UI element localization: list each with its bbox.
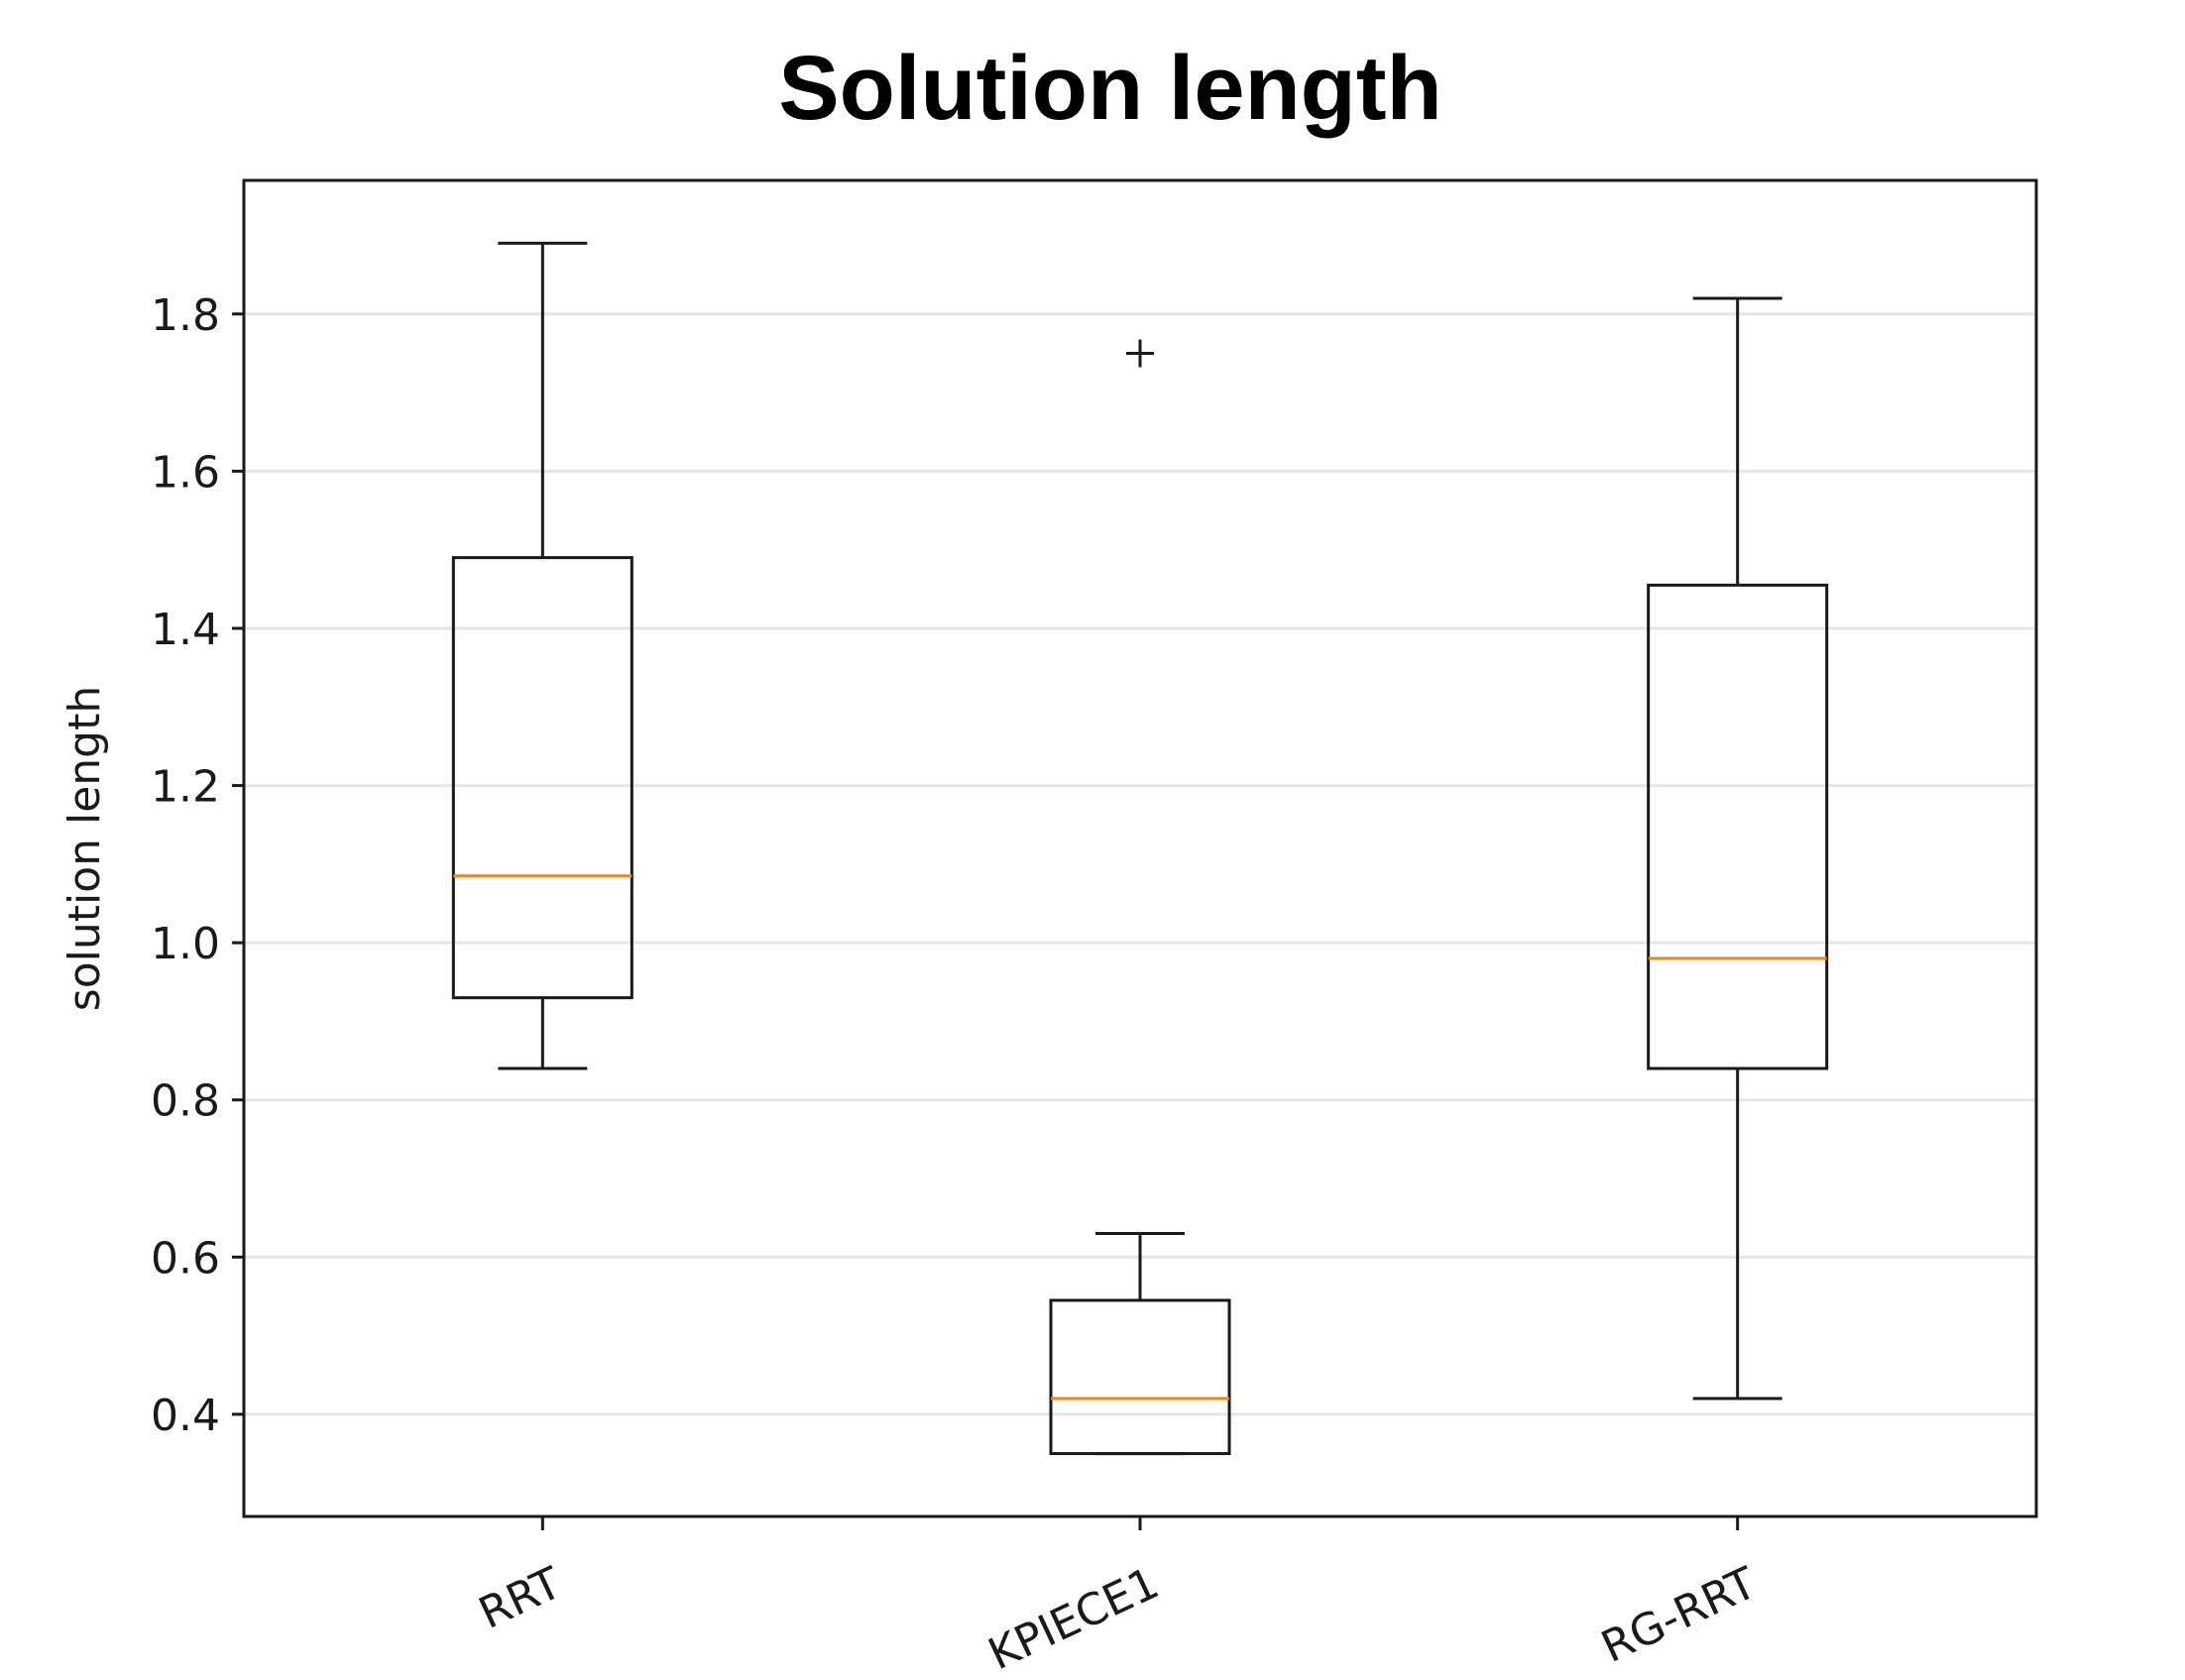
plot-frame bbox=[242, 178, 2038, 1518]
x-tick-label: KPIECE1 bbox=[981, 1558, 1167, 1680]
y-tick-label: 1.6 bbox=[151, 447, 220, 498]
x-axis: RRT KPIECE1 RG-RRT bbox=[472, 1516, 1765, 1680]
y-axis-label: solution length bbox=[59, 686, 110, 1011]
box-group bbox=[1647, 296, 1829, 1400]
chart-title: Solution length bbox=[778, 38, 1441, 139]
box-body bbox=[1647, 583, 1829, 1070]
y-tick-label: 0.6 bbox=[151, 1233, 220, 1284]
box-body bbox=[451, 556, 633, 1000]
box-group bbox=[451, 241, 633, 1070]
y-axis: 0.4 0.6 0.8 1.0 1.2 1.4 1.6 1.8 bbox=[151, 290, 244, 1441]
outlier-marker bbox=[1126, 339, 1154, 368]
x-tick-label: RG-RRT bbox=[1594, 1558, 1765, 1673]
y-tick-label: 1.0 bbox=[151, 919, 220, 969]
boxes bbox=[451, 241, 1829, 1456]
x-tick-label: RRT bbox=[472, 1558, 570, 1639]
y-tick-label: 1.4 bbox=[151, 605, 220, 655]
y-tick-label: 0.4 bbox=[151, 1391, 220, 1441]
box-group bbox=[1049, 339, 1231, 1456]
y-tick-label: 0.8 bbox=[151, 1076, 220, 1127]
y-tick-label: 1.8 bbox=[151, 290, 220, 341]
box-body bbox=[1049, 1298, 1231, 1456]
y-tick-label: 1.2 bbox=[151, 762, 220, 813]
